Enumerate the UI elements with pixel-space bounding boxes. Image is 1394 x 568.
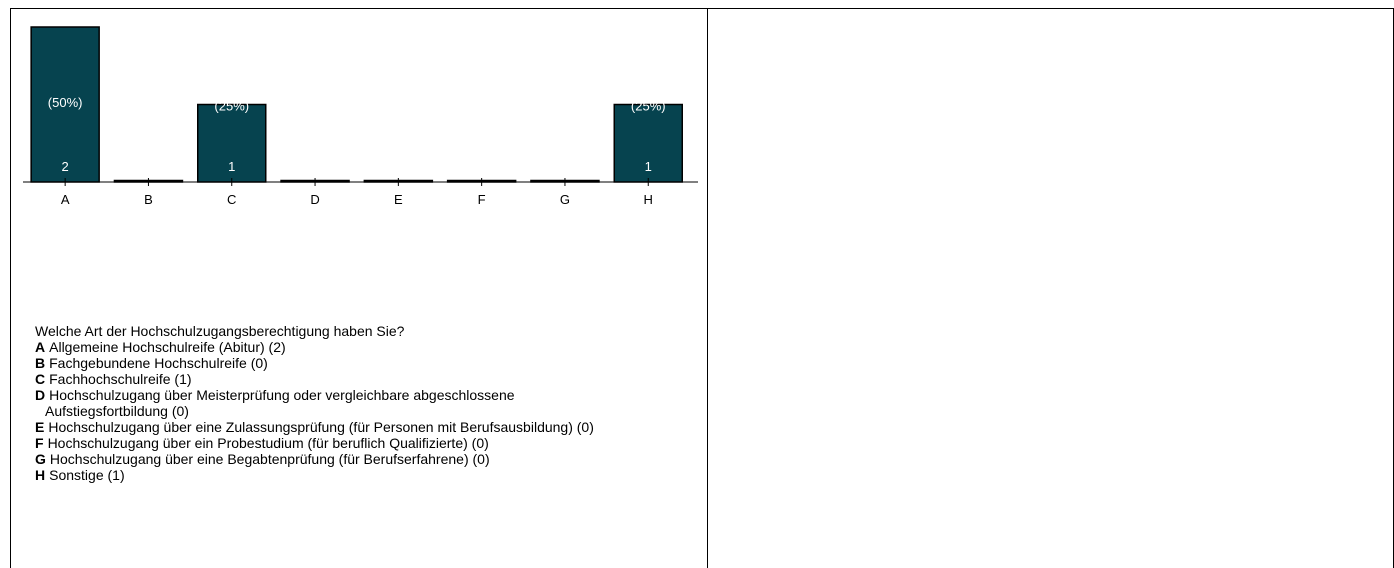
option-letter: B: [35, 355, 46, 371]
option-row: E Hochschulzugang über eine Zulassungsprü…: [35, 419, 645, 435]
option-letter: F: [35, 435, 44, 451]
chart-legend: Welche Art der Hochschulzugangsberechtig…: [35, 323, 705, 483]
option-text: Hochschulzugang über eine Begabtenprüfun…: [49, 451, 490, 467]
option-letter: H: [35, 467, 46, 483]
empty-panel: [707, 8, 1394, 568]
count-label: 2: [62, 159, 69, 174]
option-letter: E: [35, 419, 45, 435]
option-row: B Fachgebundene Hochschulreife (0): [35, 355, 705, 371]
chart-panel: A (50%) 2 B C (25%) 1 D E F G H (25%) 1 Welche Art de…: [10, 8, 707, 568]
option-row: D Hochschulzugang über Meisterprüfung ode…: [35, 387, 585, 419]
x-tick-label: C: [227, 192, 236, 207]
option-letter: D: [35, 387, 46, 403]
count-label: 1: [228, 159, 235, 174]
option-text: Hochschulzugang über Meisterprüfung oder…: [45, 387, 515, 419]
option-row: F Hochschulzugang über ein Probestudium (…: [35, 435, 705, 451]
bar-c: [197, 103, 267, 183]
x-tick-label: D: [310, 192, 319, 207]
x-tick-label: A: [61, 192, 70, 207]
option-text: Allgemeine Hochschulreife (Abitur) (2): [49, 339, 286, 355]
option-row: H Sonstige (1): [35, 467, 705, 483]
option-row: A Allgemeine Hochschulreife (Abitur) (2): [35, 339, 705, 355]
x-tick-label: E: [394, 192, 403, 207]
option-text: Hochschulzugang über eine Zulassungsprüf…: [48, 419, 594, 435]
option-text: Sonstige (1): [49, 467, 125, 483]
bar-chart: A (50%) 2 B C (25%) 1 D E F G H (25%) 1: [23, 26, 698, 207]
x-tick-label: B: [144, 192, 153, 207]
option-row: G Hochschulzugang über eine Begabtenprüfu…: [35, 451, 705, 467]
percent-label: (50%): [48, 95, 83, 110]
option-letter: G: [35, 451, 46, 467]
x-tick-label: F: [478, 192, 486, 207]
option-letter: A: [35, 339, 46, 355]
percent-label: (25%): [214, 99, 249, 114]
percent-label: (25%): [631, 99, 666, 114]
option-row: C Fachhochschulreife (1): [35, 371, 705, 387]
option-letter: C: [35, 371, 46, 387]
x-tick-label: G: [560, 192, 570, 207]
question-title: Welche Art der Hochschulzugangsberechtig…: [35, 323, 405, 339]
option-text: Hochschulzugang über ein Probestudium (f…: [47, 435, 489, 451]
x-tick-label: H: [644, 192, 653, 207]
count-label: 1: [645, 159, 652, 174]
bar-h: [613, 103, 683, 183]
option-text: Fachgebundene Hochschulreife (0): [49, 355, 268, 371]
option-text: Fachhochschulreife (1): [49, 371, 192, 387]
